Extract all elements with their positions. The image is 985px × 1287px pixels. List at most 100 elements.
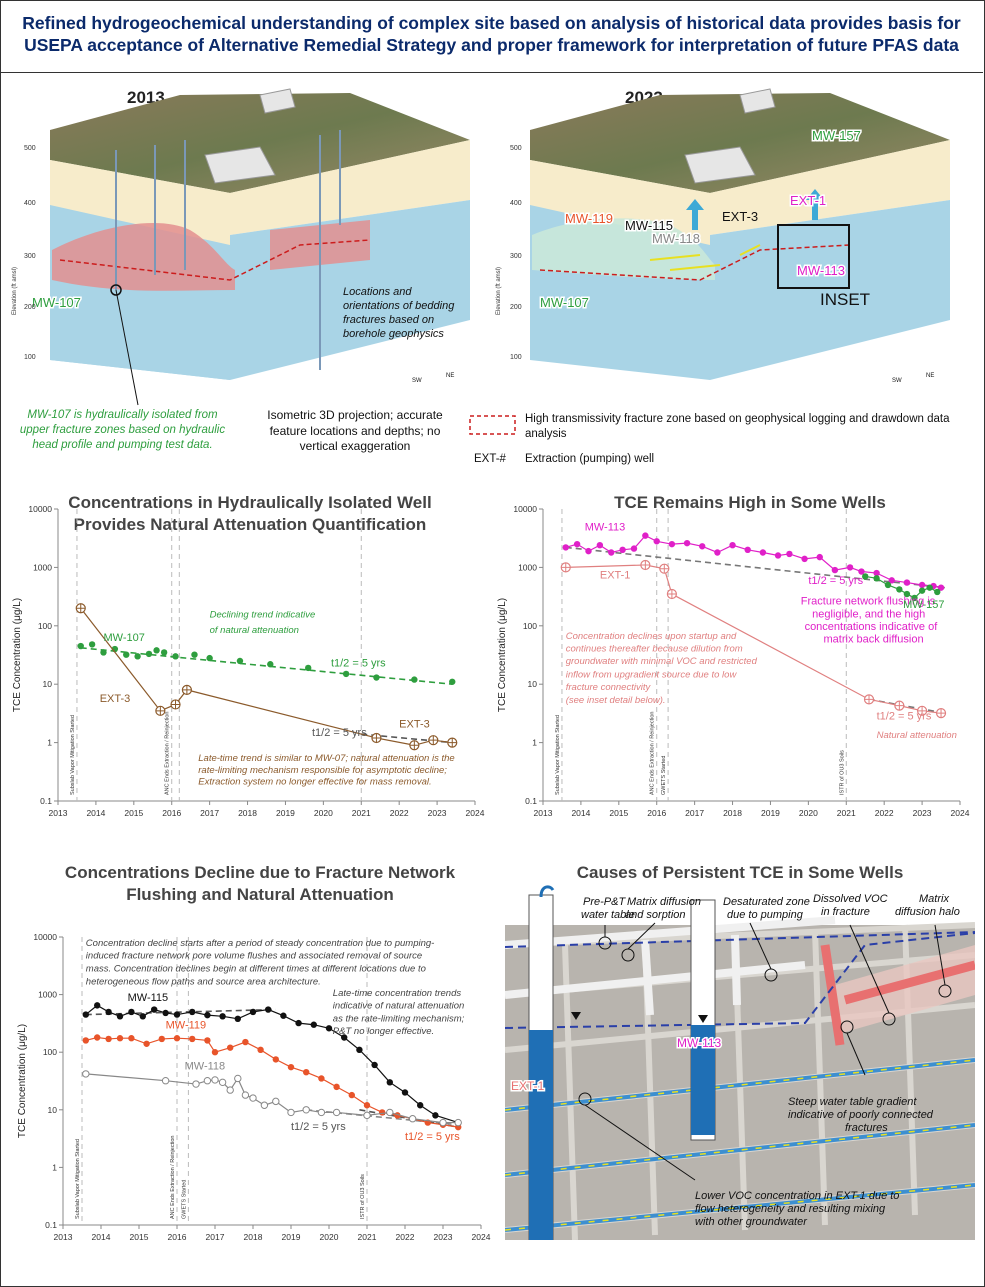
well-label-ext1: EXT-1 <box>790 193 826 208</box>
leader-line <box>115 289 139 406</box>
y-tick-label: 0.1 <box>45 1220 57 1230</box>
data-point-cross <box>409 740 419 750</box>
data-point-cross <box>936 708 946 718</box>
y-axis-label: TCE Concentration (μg/L) <box>497 598 508 712</box>
bedding-note-1: Locations and <box>343 286 412 298</box>
header: Refined hydrogeochemical understanding o… <box>0 0 983 73</box>
data-point <box>249 1008 257 1016</box>
legend-ext-text: Extraction (pumping) well <box>525 453 655 465</box>
data-point <box>272 1056 279 1063</box>
label-halo-1: Matrix <box>919 893 949 905</box>
data-point <box>348 1091 355 1099</box>
annotation: t1/2 = 5 yrs <box>405 1131 460 1143</box>
well-label-mw113: MW-113 <box>797 263 845 278</box>
data-point <box>303 1068 310 1076</box>
annotation: Late-time trend is similar to MW-07; nat… <box>198 753 454 764</box>
data-point <box>310 1021 317 1028</box>
annotation: MW-113 <box>585 521 626 533</box>
annotation: Concentration declines upon startup and <box>566 631 737 642</box>
y-tick-label: 10 <box>43 679 53 689</box>
annotation: Extraction system no longer effective fo… <box>198 777 431 788</box>
data-point <box>189 1035 196 1043</box>
annotation: Fracture network flushing is <box>801 596 936 608</box>
x-tick-label: 2015 <box>609 808 628 818</box>
chart3-title-line-1: Concentrations Decline due to Fracture N… <box>64 863 456 882</box>
annotation: of natural attenuation <box>210 625 299 636</box>
annotation: heterogeneous flow paths and source area… <box>86 976 321 987</box>
pre-pt-water-table <box>505 931 975 948</box>
label-desaturated-2: due to pumping <box>727 909 804 921</box>
models-svg: MW-107 Locations and orientations of bed… <box>12 88 950 435</box>
desaturated-fractures <box>505 916 836 1016</box>
y-tick-label: 0.1 <box>525 796 537 806</box>
event-label: Subslab Vapor Mitigation Started <box>555 715 561 795</box>
legend-fracture-zone-text: High transmissivity fracture zone based … <box>525 413 950 440</box>
data-point <box>386 1079 393 1086</box>
data-point <box>409 740 420 751</box>
header-title-line-2: USEPA acceptance of Alternative Remedial… <box>24 35 959 55</box>
data-point <box>729 541 736 549</box>
y-tick-label: 10000 <box>513 504 537 514</box>
elev-tick: 500 <box>510 145 522 152</box>
x-tick-label: 2017 <box>206 1232 225 1242</box>
legend-ext-key: EXT-# <box>474 453 506 465</box>
data-point-cross <box>864 694 874 704</box>
x-tick-label: 2023 <box>428 808 447 818</box>
data-point <box>333 1083 340 1091</box>
data-point <box>454 1118 462 1127</box>
x-tick-label: 2015 <box>124 808 143 818</box>
dissolved-voc-fracture <box>843 960 975 1005</box>
data-point <box>206 654 213 662</box>
x-tick-label: 2020 <box>799 808 818 818</box>
data-point <box>937 584 945 591</box>
header-title-line-1: Refined hydrogeochemical understanding o… <box>22 13 961 33</box>
well-label-mw118: MW-118 <box>652 231 700 246</box>
annotation: continues thereafter because dilution fr… <box>566 644 743 655</box>
data-point <box>145 650 153 658</box>
elev-tick: 300 <box>24 253 36 260</box>
data-point <box>447 737 458 748</box>
x-tick-label: 2019 <box>276 808 295 818</box>
ext1-arrow-icon <box>806 189 824 220</box>
flow-dashes <box>505 1059 975 1231</box>
data-point <box>846 564 854 571</box>
data-point <box>153 647 160 654</box>
y-tick-label: 1000 <box>33 562 52 572</box>
annotation: MW-118 <box>185 1061 226 1073</box>
x-tick-label: 2016 <box>647 808 666 818</box>
chart3-svg: 0.1 1 10 100 1000 10000 2013 2014 2015 2016 2017 20… <box>17 932 491 1242</box>
model-2023: INSET MW-157 EXT-1 MW-119 MW-115 EXT-3 M… <box>496 88 950 384</box>
data-point <box>341 1034 348 1041</box>
x-tick-label: 2018 <box>723 808 742 818</box>
data-point <box>386 1108 394 1117</box>
data-point <box>816 553 823 561</box>
data-point <box>116 1013 124 1020</box>
data-point <box>683 539 691 547</box>
annotation: MW-115 <box>128 992 169 1004</box>
x-tick-label: 2021 <box>358 1232 377 1242</box>
data-point-cross <box>917 706 927 716</box>
data-point <box>128 1008 135 1016</box>
event-label: ISTR of OU3 Soils <box>360 1174 366 1219</box>
data-point <box>172 653 179 660</box>
data-point <box>155 705 166 716</box>
data-point <box>226 1086 234 1094</box>
data-point <box>116 1035 124 1042</box>
vadose-zone-right-face <box>230 140 470 235</box>
chart2-title: TCE Remains High in Some Wells <box>520 492 980 514</box>
data-point <box>449 678 456 685</box>
label-steep-2: indicative of poorly connected <box>788 1109 934 1121</box>
ext1-water-column <box>529 1030 553 1240</box>
data-point-cross <box>667 589 677 599</box>
data-point <box>162 1009 169 1017</box>
elev-tick: 200 <box>24 304 36 311</box>
compass-ne: NE <box>926 373 934 379</box>
data-point <box>926 584 933 591</box>
event-label: ANC Ends Extraction / Reinjection <box>165 712 171 795</box>
inset-label: INSET <box>820 290 870 309</box>
y-axis-label: TCE Concentration (μg/L) <box>17 1024 28 1138</box>
callout-lines <box>584 922 946 1181</box>
x-tick-label: 2022 <box>875 808 894 818</box>
chart1-title-line-1: Concentrations in Hydraulically Isolated… <box>68 493 432 512</box>
data-point <box>211 1076 219 1084</box>
